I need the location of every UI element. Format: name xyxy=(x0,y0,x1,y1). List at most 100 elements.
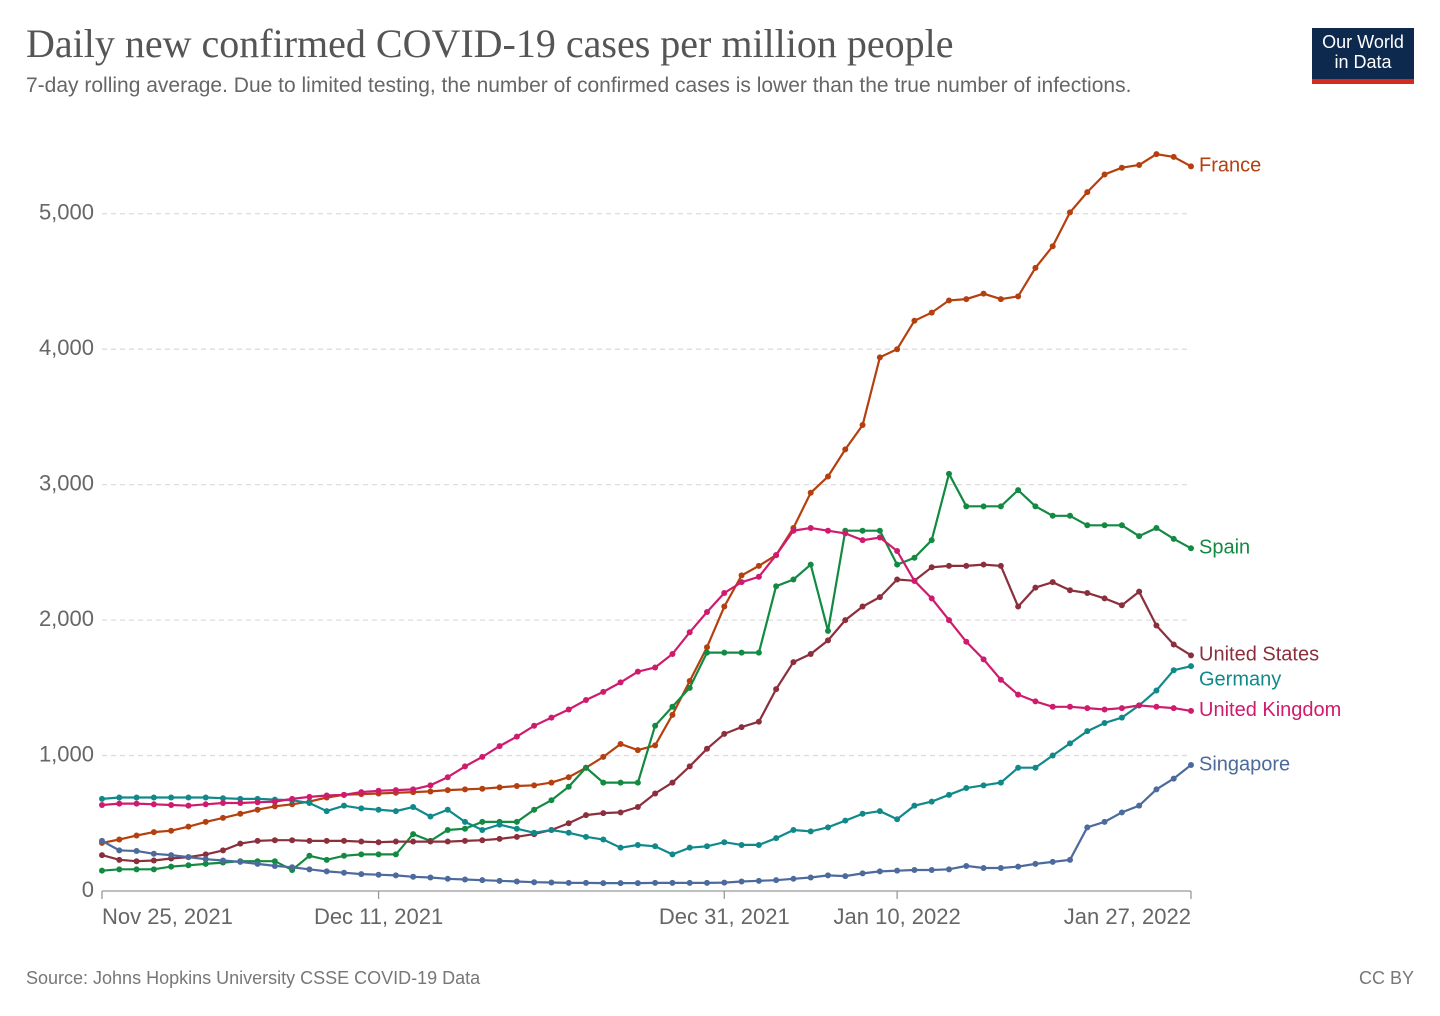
data-point xyxy=(807,828,814,835)
data-point xyxy=(341,852,347,859)
data-point xyxy=(1136,533,1143,540)
data-point xyxy=(617,844,624,851)
data-point xyxy=(721,839,728,846)
data-point xyxy=(1067,209,1073,216)
data-point xyxy=(1153,786,1160,793)
data-point xyxy=(876,527,883,534)
data-point xyxy=(997,503,1004,510)
data-point xyxy=(842,617,849,624)
data-point xyxy=(531,829,538,836)
data-point xyxy=(462,876,468,883)
data-point xyxy=(1136,588,1143,595)
data-point xyxy=(911,577,918,584)
data-point xyxy=(721,730,728,737)
data-point xyxy=(496,784,503,791)
data-point xyxy=(271,803,278,810)
data-point xyxy=(202,794,209,801)
data-point xyxy=(496,821,503,828)
y-tick-label: 4,000 xyxy=(39,335,94,360)
data-point xyxy=(271,837,278,844)
x-tick-label: Nov 25, 2021 xyxy=(102,904,233,929)
data-point xyxy=(306,793,313,800)
data-point xyxy=(617,741,624,748)
data-point xyxy=(652,742,659,749)
license: CC BY xyxy=(1358,968,1414,988)
series-line xyxy=(101,563,1192,863)
data-point xyxy=(1118,705,1125,712)
chart: 0 1,000 2,000 3,000 4,000 5,000 Nov 25, 2021 De… xyxy=(39,151,1341,929)
data-point xyxy=(254,837,261,844)
data-point xyxy=(686,763,693,770)
data-point xyxy=(116,836,123,843)
data-point xyxy=(133,832,140,839)
data-point xyxy=(410,786,417,793)
data-point xyxy=(652,879,659,886)
data-point xyxy=(825,527,831,534)
logo-line: in Data xyxy=(1334,52,1392,72)
data-point xyxy=(583,764,589,771)
data-point xyxy=(617,779,624,786)
data-point xyxy=(600,753,607,760)
series-line xyxy=(101,153,1192,844)
data-point xyxy=(1015,691,1022,698)
data-point xyxy=(289,837,296,844)
data-point xyxy=(375,839,382,846)
data-point xyxy=(963,296,970,303)
data-point xyxy=(842,530,849,537)
logo[interactable]: Our World in Data xyxy=(1312,28,1414,84)
data-point xyxy=(220,847,226,854)
data-point xyxy=(1153,687,1160,694)
data-point xyxy=(150,829,157,836)
data-point xyxy=(980,561,987,568)
data-point xyxy=(583,879,589,886)
data-point xyxy=(1170,705,1177,712)
data-point xyxy=(150,866,157,873)
data-point xyxy=(755,718,762,725)
data-point xyxy=(427,788,434,795)
data-point xyxy=(946,562,952,569)
data-point xyxy=(1118,714,1125,721)
data-point xyxy=(202,851,209,858)
data-point xyxy=(859,537,866,544)
data-point xyxy=(704,745,710,752)
data-point xyxy=(721,590,728,597)
data-point xyxy=(1084,590,1091,597)
data-point xyxy=(946,617,952,624)
data-point xyxy=(375,851,382,858)
data-point xyxy=(738,579,745,586)
data-point xyxy=(462,818,468,825)
y-tick-label: 0 xyxy=(82,877,94,902)
y-tick-label: 3,000 xyxy=(39,470,94,495)
data-point xyxy=(997,296,1004,303)
data-point xyxy=(842,446,849,453)
data-point xyxy=(341,837,347,844)
data-point xyxy=(997,676,1004,683)
data-point xyxy=(427,838,434,845)
data-point xyxy=(1153,151,1160,158)
data-point xyxy=(168,801,175,808)
data-point xyxy=(341,802,347,809)
data-point xyxy=(513,878,520,885)
data-point xyxy=(237,840,244,847)
data-point xyxy=(911,554,918,561)
data-point xyxy=(306,837,313,844)
data-point xyxy=(306,852,313,859)
data-point xyxy=(1101,720,1108,727)
data-point xyxy=(876,594,883,601)
data-point xyxy=(1170,641,1177,648)
data-point xyxy=(807,489,814,496)
data-point xyxy=(289,795,296,802)
data-point xyxy=(237,810,244,817)
data-point xyxy=(99,801,105,808)
chart-title: Daily new confirmed COVID-19 cases per m… xyxy=(26,21,954,66)
data-point xyxy=(1084,705,1091,712)
data-point xyxy=(755,649,762,656)
chart-subtitle: 7-day rolling average. Due to limited te… xyxy=(26,74,1132,97)
data-point xyxy=(150,857,157,864)
data-point xyxy=(496,877,503,884)
data-point xyxy=(1101,522,1108,529)
data-point xyxy=(168,852,175,859)
data-point xyxy=(185,862,192,869)
data-point xyxy=(600,836,607,843)
data-point xyxy=(1188,545,1194,552)
